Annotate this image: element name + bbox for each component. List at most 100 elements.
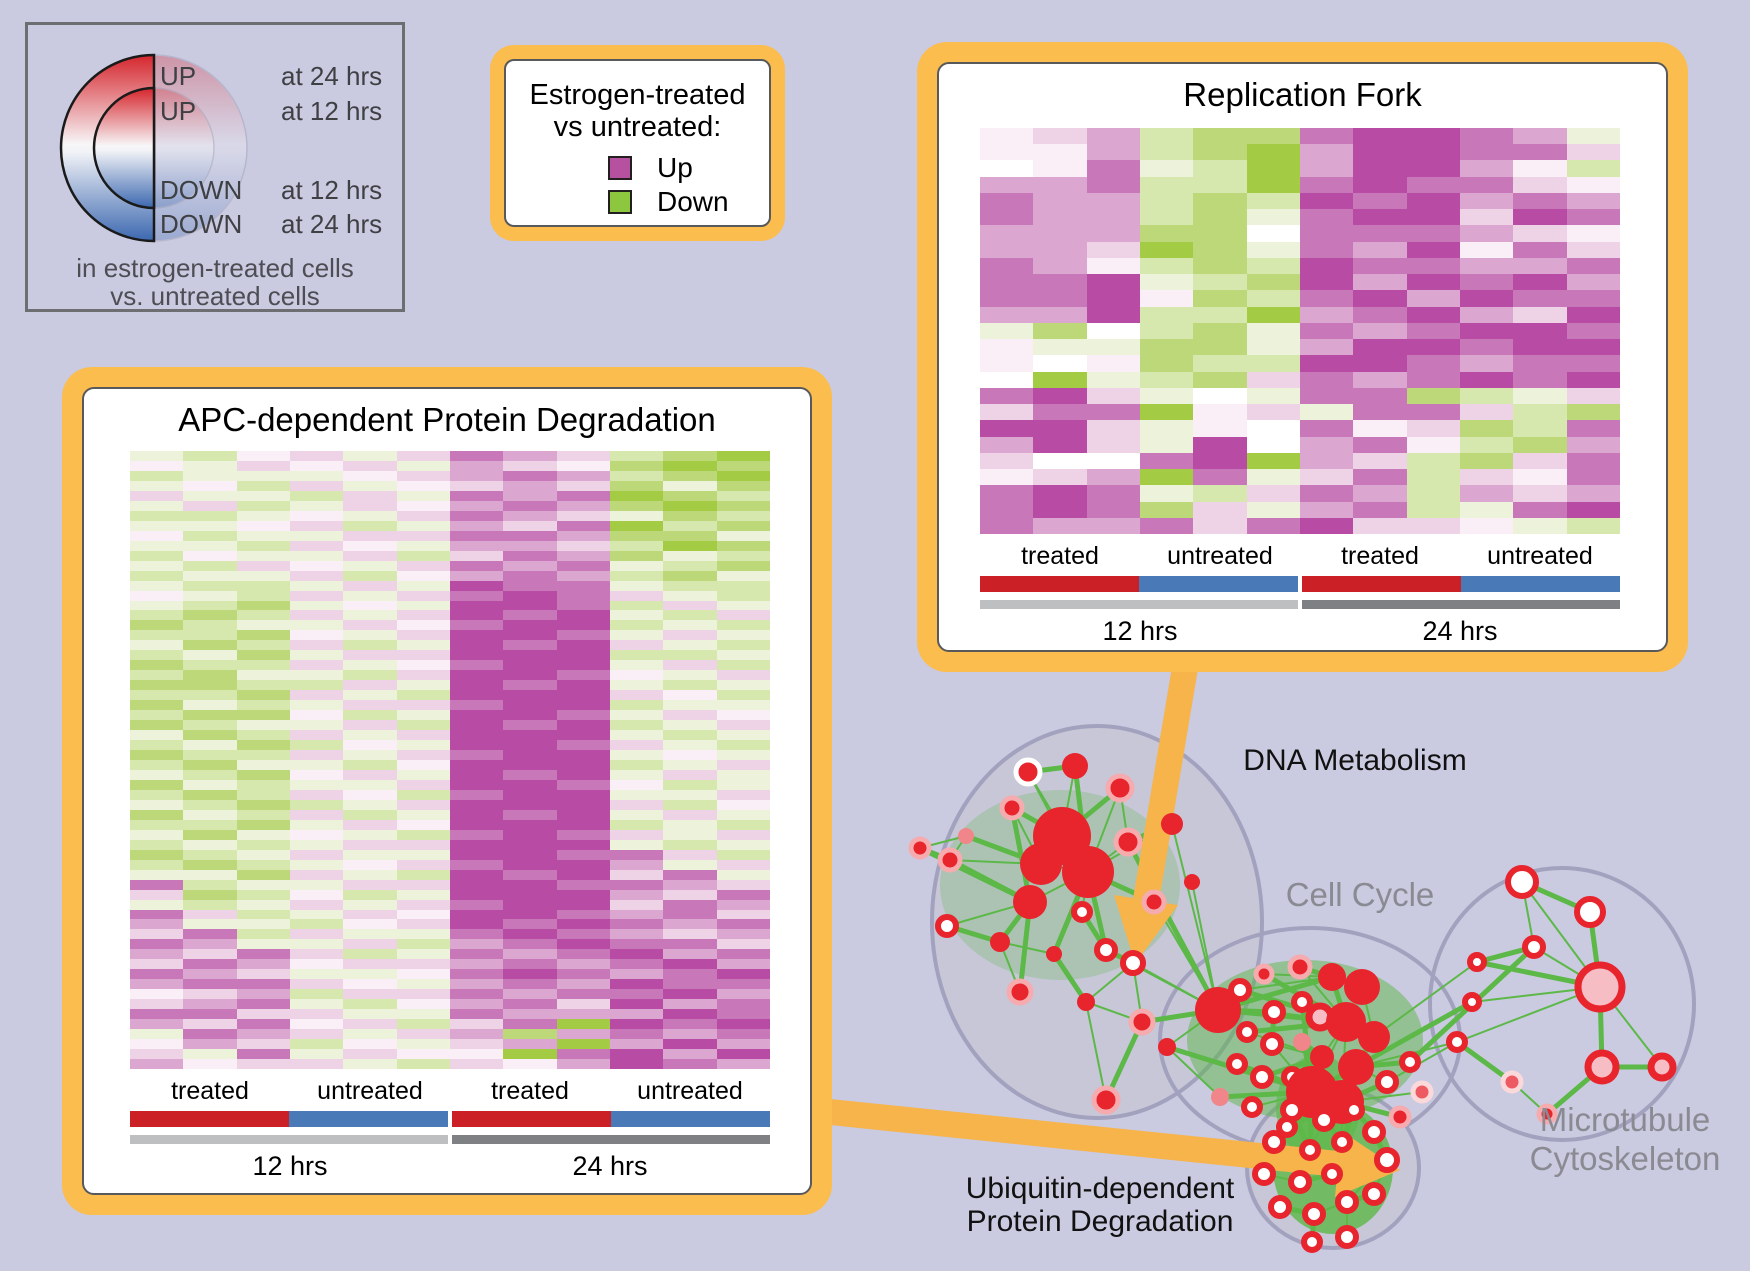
heatmap-cell [556, 849, 610, 860]
heatmap-cell [183, 979, 237, 990]
condition-bar-segment [1461, 576, 1620, 592]
heatmap-cell [396, 979, 450, 990]
condition-bar-segment [452, 1111, 611, 1127]
heatmap-cell [1139, 485, 1194, 502]
heatmap-cell [449, 460, 504, 471]
heatmap-cell [130, 859, 184, 870]
heatmap-cell [663, 600, 717, 611]
heatmap-cell [343, 500, 397, 511]
heatmap-cell [556, 929, 610, 940]
heatmap-cell [556, 710, 610, 721]
heatmap-cell [289, 1029, 344, 1040]
network-node [1268, 1195, 1292, 1219]
heatmap-cell [396, 520, 450, 531]
heatmap-cell [236, 630, 290, 641]
heatmap-cell [716, 580, 770, 591]
heatmap-cell [130, 760, 184, 770]
heatmap-cell [503, 819, 557, 830]
heatmap-cell [396, 919, 450, 930]
heatmap-cell [130, 670, 184, 681]
heatmap-cell [556, 690, 610, 701]
heatmap-cell [609, 799, 664, 810]
heatmap-cell [396, 580, 450, 591]
heatmap-cell [1566, 176, 1620, 193]
heatmap-cell [449, 769, 504, 780]
heatmap-cell [556, 999, 610, 1010]
heatmap-cell [1086, 339, 1140, 356]
heatmap-cell [183, 849, 237, 860]
heatmap-cell [449, 490, 504, 501]
heatmap-cell [236, 480, 290, 491]
heatmap-cell [289, 939, 344, 950]
heatmap-cell [1513, 274, 1567, 291]
heatmap-cell [236, 1029, 290, 1040]
heatmap-cell [663, 949, 717, 960]
heatmap-cell [609, 969, 664, 980]
network-node [1335, 1225, 1359, 1249]
heatmap-cell [1193, 209, 1247, 226]
heatmap-cell [449, 630, 504, 641]
heatmap-cell [396, 879, 450, 890]
heatmap-cell [236, 879, 290, 890]
heatmap-cell [183, 899, 237, 910]
estrogen-color-legend-inner: Estrogen-treated vs untreated: Up Down [504, 59, 771, 227]
heatmap-cell [130, 999, 184, 1010]
ring-legend-footer-1: in estrogen-treated cells [76, 253, 354, 283]
heatmap-cell [396, 700, 450, 711]
heatmap-cell [609, 730, 664, 741]
heatmap-cell [1246, 485, 1300, 502]
heatmap-cell [343, 710, 397, 721]
heatmap-cell [289, 600, 344, 611]
heatmap-cell [1566, 339, 1620, 356]
heatmap-cell [289, 799, 344, 810]
network-node [1374, 1147, 1400, 1173]
heatmap-cell [556, 480, 610, 491]
heatmap-cell [609, 919, 664, 930]
heatmap-cell [289, 959, 344, 970]
heatmap-cell [716, 809, 770, 820]
heatmap-cell [183, 760, 237, 770]
heatmap-cell [609, 829, 664, 840]
heatmap-cell [1459, 452, 1514, 470]
network-node [937, 847, 963, 873]
heatmap-cell [609, 989, 664, 1000]
heatmap-cell [343, 989, 397, 1000]
heatmap-cell [663, 939, 717, 950]
heatmap-cell [343, 590, 397, 601]
network-node [1462, 992, 1482, 1012]
heatmap-cell [449, 451, 504, 461]
heatmap-cell [556, 510, 610, 521]
heatmap-cell [449, 620, 504, 631]
heatmap-cell [236, 889, 290, 900]
heatmap-cell [130, 580, 184, 591]
heatmap-cell [449, 530, 504, 541]
heatmap-cell [556, 470, 610, 481]
heatmap-cell [1193, 128, 1247, 145]
network-node [1236, 1021, 1258, 1043]
heatmap-cell [236, 690, 290, 701]
heatmap-cell [1566, 306, 1620, 323]
heatmap-cell [1513, 144, 1567, 161]
heatmap-cell [1086, 436, 1140, 453]
heatmap-cell [396, 680, 450, 691]
heatmap-cell [343, 670, 397, 681]
heatmap-cell [1406, 485, 1460, 502]
heatmap-cell [1566, 209, 1620, 226]
heatmap-cell [183, 740, 237, 751]
heatmap-cell [236, 700, 290, 711]
heatmap-cell [289, 919, 344, 930]
heatmap-cell [396, 769, 450, 780]
heatmap-cell [663, 909, 717, 920]
cell-cycle-label: Cell Cycle [1285, 876, 1435, 913]
network-node [1287, 954, 1313, 980]
heatmap-cell [236, 849, 290, 860]
heatmap-cell [663, 540, 717, 551]
heatmap-cell [609, 819, 664, 830]
heatmap-cell [130, 959, 184, 970]
heatmap-cell [396, 600, 450, 611]
heatmap-cell [289, 650, 344, 661]
network-node [1318, 963, 1346, 991]
heatmap-cell [980, 274, 1034, 291]
heatmap-cell [183, 1059, 237, 1069]
heatmap-cell [663, 1059, 717, 1069]
